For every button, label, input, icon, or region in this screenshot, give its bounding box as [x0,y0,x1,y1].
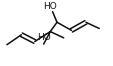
Text: HO: HO [43,2,57,11]
Text: HO: HO [36,33,50,42]
